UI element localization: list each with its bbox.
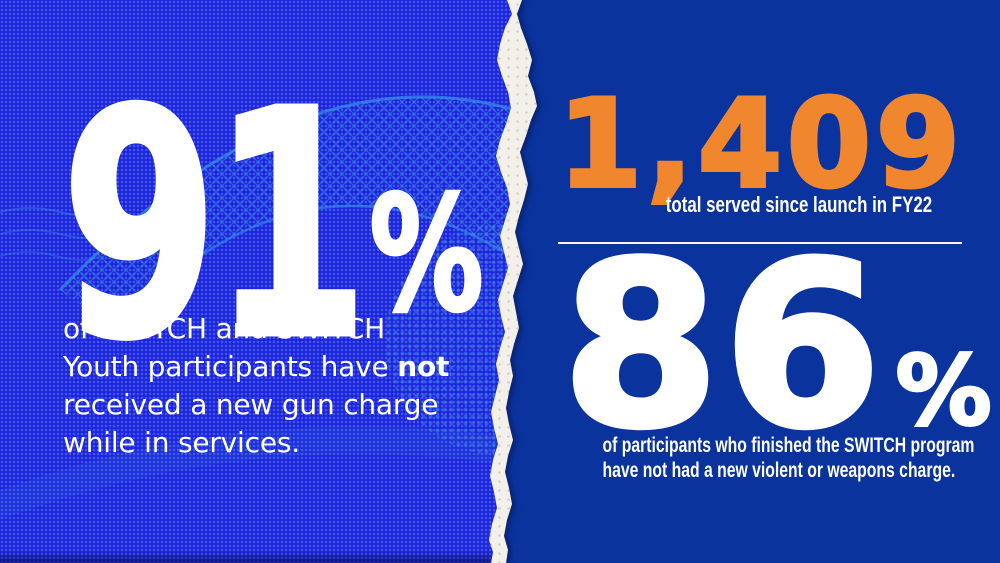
completion-stat-value: 86	[559, 215, 886, 478]
gun-charge-percent-sign: %	[368, 163, 485, 347]
description-line-1: of SWITCH and SWITCH	[63, 312, 385, 345]
description-line-4: while in services.	[63, 426, 300, 459]
left-panel: 91% of SWITCH and SWITCH Youth participa…	[0, 0, 512, 563]
gun-charge-description: of SWITCH and SWITCH Youth participants …	[63, 310, 449, 462]
completion-percent-sign: %	[894, 335, 993, 447]
completion-stat: 86%	[559, 231, 993, 463]
description-not-bold: not	[397, 350, 450, 383]
description-line-2: Youth participants have not	[63, 348, 449, 386]
bridge-artwork-image	[0, 95, 512, 534]
gun-charge-value: 91	[59, 46, 370, 407]
gun-charge-stat: 91%	[59, 68, 485, 385]
total-served-caption: total served since launch in FY22	[665, 192, 932, 217]
right-column: 1,409 total served since launch in FY22 …	[550, 0, 993, 563]
total-served-value: 1,409	[556, 74, 965, 215]
description-line-2-text: Youth participants have	[63, 350, 398, 383]
section-divider	[558, 242, 962, 244]
description-line-3: received a new gun charge	[63, 388, 439, 421]
completion-caption-line-2: have not had a new violent or weapons ch…	[602, 459, 956, 482]
completion-caption-line-1: of participants who finished the SWITCH …	[602, 434, 975, 457]
